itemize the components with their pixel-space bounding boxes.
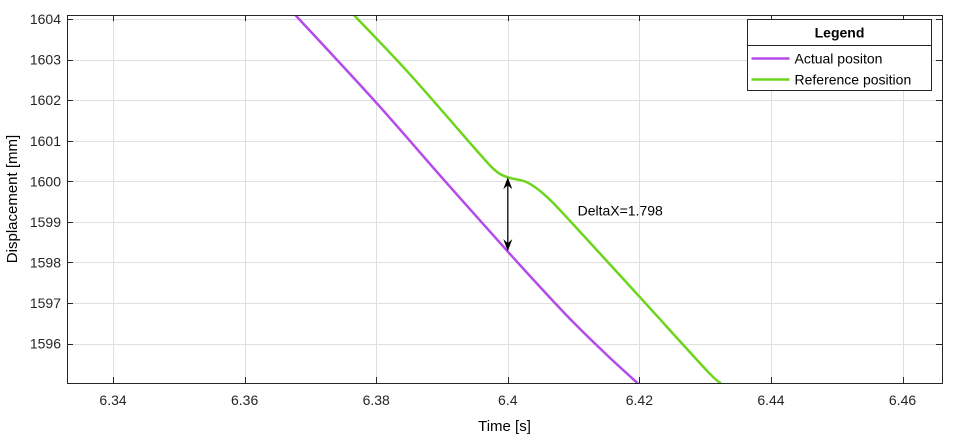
delta-arrow-head-bottom <box>503 239 513 252</box>
series-line-2 <box>352 15 722 383</box>
y-tick-label: 1599 <box>30 214 61 230</box>
y-tick-label: 1601 <box>30 133 61 149</box>
annotation: DeltaX=1.798 <box>503 177 663 252</box>
y-axis-title: Displacement [mm] <box>4 135 21 263</box>
x-tick-label: 6.36 <box>231 392 258 408</box>
x-tick-label: 6.46 <box>889 392 916 408</box>
y-tick-label: 1597 <box>30 295 61 311</box>
x-tick-label: 6.42 <box>626 392 653 408</box>
y-tick-label: 1600 <box>30 173 61 189</box>
series-line-1 <box>294 15 639 383</box>
y-tick-label: 1604 <box>30 11 61 27</box>
y-tick-label: 1598 <box>30 254 61 270</box>
x-tick-label: 6.34 <box>99 392 126 408</box>
ticks: 6.34 6.36 6.38 6.4 6.42 6.44 6.46 1596 1597 1598 1… <box>30 11 942 408</box>
delta-annotation-text: DeltaX=1.798 <box>578 203 663 219</box>
legend-label-1: Actual positon <box>795 51 883 67</box>
delta-arrow-head-top <box>503 177 513 190</box>
legend-title: Legend <box>815 25 865 41</box>
legend-items: Actual positon Reference position <box>751 51 912 88</box>
series-group <box>294 15 722 383</box>
plot-frame <box>67 15 943 384</box>
x-axis-title: Time [s] <box>478 418 531 435</box>
legend: Legend Actual positon Reference position <box>747 19 932 91</box>
y-tick-label: 1602 <box>30 92 61 108</box>
y-tick-label: 1603 <box>30 52 61 68</box>
x-tick-label: 6.4 <box>498 392 518 408</box>
x-tick-label: 6.44 <box>757 392 784 408</box>
y-tick-label: 1596 <box>30 336 61 352</box>
legend-label-2: Reference position <box>795 72 912 88</box>
x-tick-label: 6.38 <box>363 392 390 408</box>
